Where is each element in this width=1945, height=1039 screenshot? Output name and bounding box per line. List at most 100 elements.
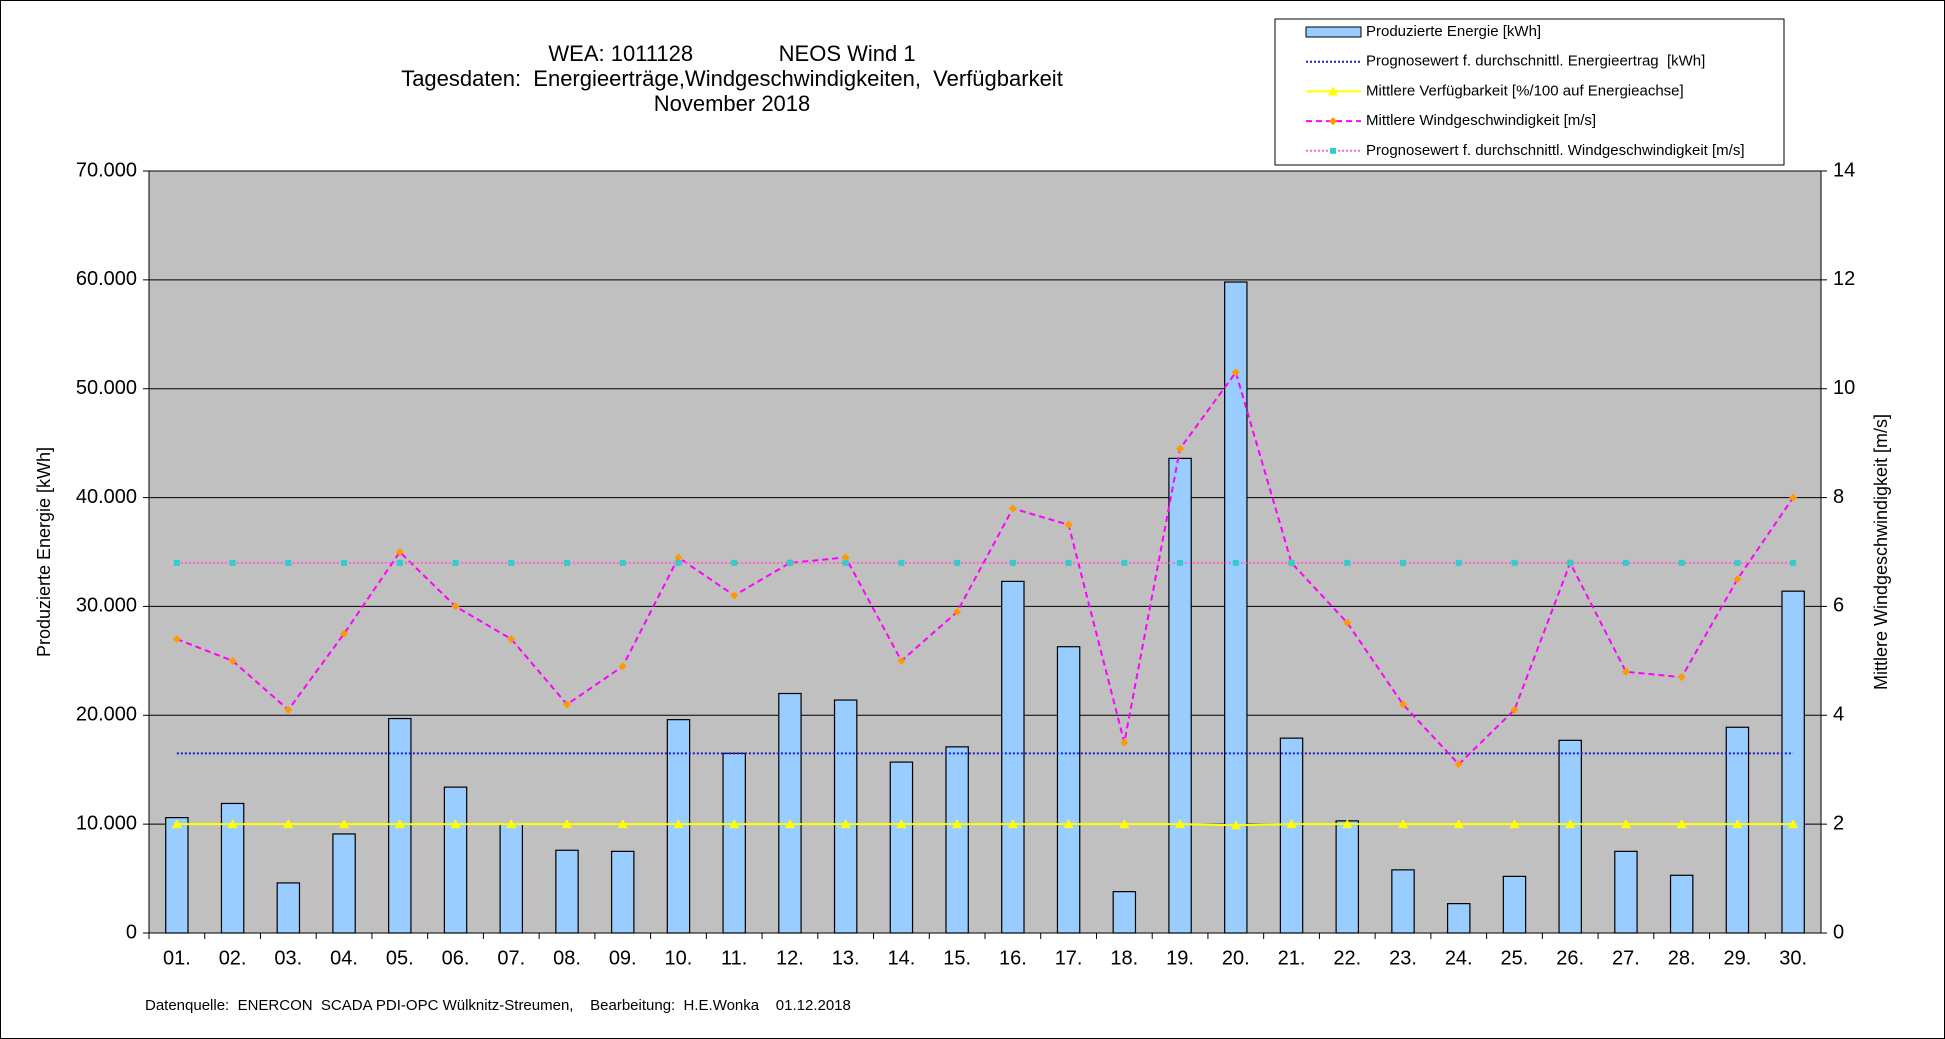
marker bbox=[227, 819, 238, 829]
bar bbox=[332, 833, 356, 934]
footer: Datenquelle: ENERCON SCADA PDI-OPC Wülkn… bbox=[145, 997, 851, 1014]
marker bbox=[842, 559, 849, 566]
marker bbox=[1565, 819, 1576, 829]
marker bbox=[228, 656, 237, 665]
x-tick-label: 28. bbox=[1668, 947, 1696, 969]
marker bbox=[1510, 705, 1519, 714]
marker bbox=[394, 819, 405, 829]
marker bbox=[1511, 559, 1518, 566]
marker bbox=[1622, 559, 1629, 566]
bar bbox=[1391, 869, 1415, 934]
x-tick-label: 15. bbox=[943, 947, 971, 969]
marker bbox=[339, 819, 350, 829]
x-tick-label: 01. bbox=[163, 947, 191, 969]
bar bbox=[1669, 874, 1694, 934]
marker bbox=[1343, 618, 1352, 627]
y2-tick-label: 2 bbox=[1833, 812, 1844, 834]
marker bbox=[1677, 673, 1686, 682]
marker bbox=[1121, 559, 1128, 566]
y-tick-label: 40.000 bbox=[76, 486, 137, 508]
marker bbox=[673, 819, 684, 829]
marker bbox=[1789, 493, 1798, 502]
marker bbox=[229, 559, 236, 566]
y-tick-label: 50.000 bbox=[76, 377, 137, 399]
marker bbox=[1232, 559, 1239, 566]
legend-label: Mittlere Verfügbarkeit [%/100 auf Energi… bbox=[1366, 82, 1684, 99]
marker bbox=[284, 705, 293, 714]
bar bbox=[499, 823, 524, 934]
bar bbox=[1168, 457, 1192, 934]
bar bbox=[276, 882, 301, 934]
x-tick-label: 07. bbox=[497, 947, 525, 969]
marker bbox=[1008, 504, 1017, 513]
y2-axis-label: Mittlere Windgeschwindigkeit [m/s] bbox=[1871, 414, 1891, 690]
bar bbox=[833, 699, 858, 934]
series-line bbox=[176, 823, 1794, 827]
y2-tick-label: 6 bbox=[1833, 595, 1844, 617]
x-tick-label: 30. bbox=[1779, 947, 1807, 969]
y-tick-label: 30.000 bbox=[76, 595, 137, 617]
x-tick-label: 04. bbox=[330, 947, 358, 969]
chart-title: November 2018 bbox=[654, 91, 811, 116]
x-tick-label: 13. bbox=[832, 947, 860, 969]
marker bbox=[1453, 819, 1464, 829]
marker bbox=[1063, 819, 1074, 829]
x-tick-label: 25. bbox=[1501, 947, 1529, 969]
marker bbox=[1733, 575, 1742, 584]
bar bbox=[443, 786, 468, 934]
marker bbox=[1455, 559, 1462, 566]
bar bbox=[165, 817, 189, 934]
marker bbox=[1732, 819, 1743, 829]
marker bbox=[450, 819, 461, 829]
marker bbox=[729, 819, 740, 829]
marker bbox=[840, 819, 851, 829]
marker bbox=[1065, 559, 1072, 566]
bar bbox=[1279, 737, 1304, 934]
bar bbox=[1502, 875, 1527, 934]
marker bbox=[285, 559, 292, 566]
marker bbox=[452, 559, 459, 566]
legend-marker bbox=[1329, 117, 1337, 126]
marker bbox=[173, 559, 180, 566]
marker bbox=[1286, 819, 1297, 829]
marker bbox=[617, 819, 628, 829]
marker bbox=[341, 559, 348, 566]
x-tick-label: 03. bbox=[274, 947, 302, 969]
marker bbox=[1734, 559, 1741, 566]
marker bbox=[1231, 368, 1240, 377]
bar bbox=[778, 692, 802, 934]
legend-label: Produzierte Energie [kWh] bbox=[1366, 23, 1541, 40]
bar bbox=[1335, 820, 1360, 934]
bar bbox=[1224, 281, 1248, 934]
x-tick-label: 09. bbox=[609, 947, 637, 969]
marker bbox=[1009, 559, 1016, 566]
x-tick-label: 24. bbox=[1445, 947, 1473, 969]
marker bbox=[618, 662, 627, 671]
marker bbox=[1344, 559, 1351, 566]
marker bbox=[1230, 820, 1241, 830]
legend-label: Mittlere Windgeschwindigkeit [m/s] bbox=[1366, 112, 1596, 129]
legend-marker bbox=[1330, 147, 1336, 154]
marker bbox=[1509, 819, 1520, 829]
x-tick-label: 12. bbox=[776, 947, 804, 969]
marker bbox=[1175, 819, 1186, 829]
x-tick-label: 05. bbox=[386, 947, 414, 969]
x-tick-label: 16. bbox=[999, 947, 1027, 969]
marker bbox=[395, 548, 404, 556]
legend-swatch bbox=[1305, 26, 1362, 38]
marker bbox=[283, 819, 294, 829]
marker bbox=[1398, 819, 1408, 829]
bar bbox=[1558, 739, 1582, 934]
x-tick-label: 27. bbox=[1612, 947, 1640, 969]
marker bbox=[841, 553, 850, 562]
marker bbox=[731, 559, 738, 566]
marker bbox=[1788, 819, 1799, 829]
bar bbox=[1001, 580, 1025, 934]
marker bbox=[507, 635, 516, 644]
bar bbox=[722, 752, 746, 934]
bar bbox=[610, 850, 635, 934]
y-tick-label: 70.000 bbox=[76, 159, 137, 181]
y-tick-label: 60.000 bbox=[76, 268, 137, 290]
marker bbox=[896, 819, 907, 829]
